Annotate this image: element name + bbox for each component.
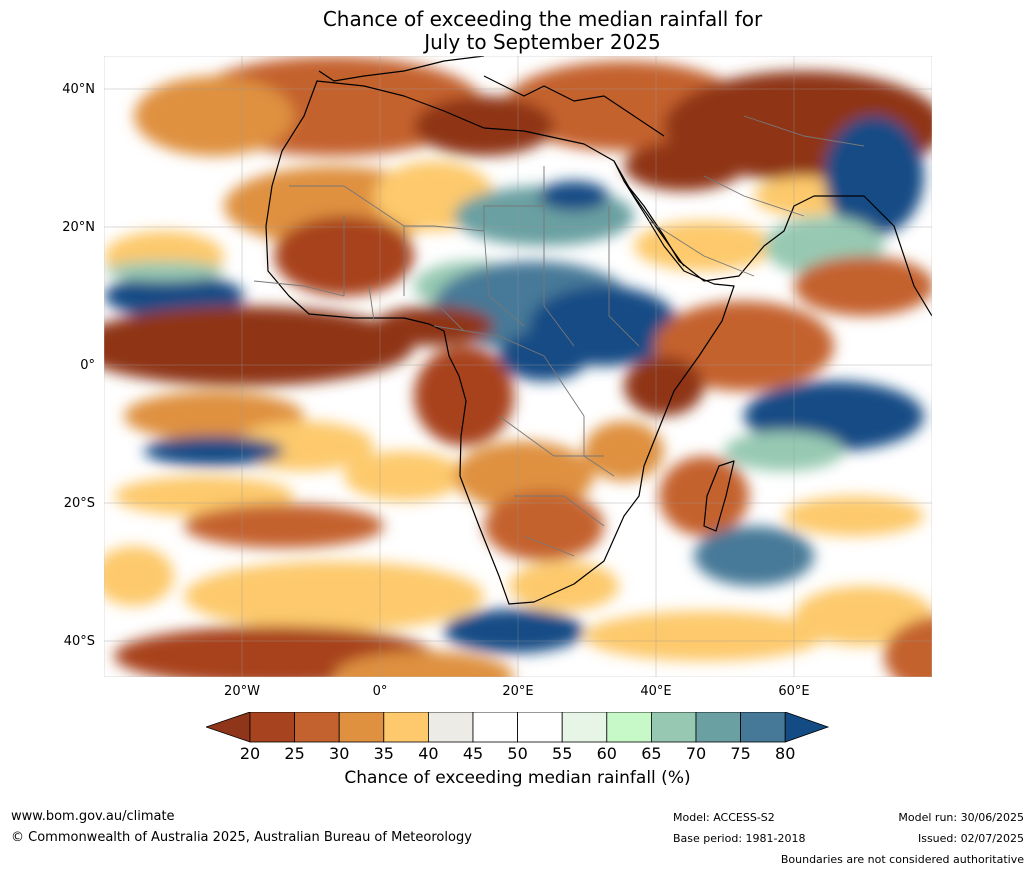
lat-label-40n: 40°N [62,82,95,97]
colorbar-tick: 70 [685,744,707,763]
lon-label-20w: 20°W [224,684,260,699]
probability-field [104,56,932,677]
map-title: Chance of exceeding the median rainfall … [0,8,1035,54]
colorbar-swatch [427,711,474,743]
colorbar [204,711,830,748]
colorbar-tick: 50 [507,744,528,763]
colorbar-low-arrow [204,711,251,743]
colorbar-swatch [383,711,429,743]
colorbar-tick: 35 [373,744,394,763]
colorbar-swatch [472,711,518,743]
colorbar-tick: 30 [329,744,350,763]
title-line-2: July to September 2025 [424,30,661,54]
colorbar-swatch [517,711,563,743]
footer-issued: Issued: 02/07/2025 [917,832,1024,845]
lat-label-20n: 20°N [62,220,95,235]
colorbar-tick: 55 [552,744,573,763]
rainfall-map [104,56,932,677]
colorbar-tick: 65 [641,744,662,763]
rainfall-map-svg [104,56,932,677]
colorbar-swatch [740,711,786,743]
colorbar-tick: 20 [239,744,261,763]
europe-coastline [318,56,665,137]
footer-url[interactable]: www.bom.gov.au/climate [11,809,175,824]
colorbar-swatch [249,711,295,743]
colorbar-tick: 25 [284,744,305,763]
lon-label-40e: 40°E [640,684,672,699]
colorbar-tick: 45 [462,744,484,763]
colorbar-tick: 40 [418,744,439,763]
title-line-1: Chance of exceeding the median rainfall … [322,7,763,31]
colorbar-swatch [294,711,340,743]
footer-model: Model: ACCESS-S2 [673,811,775,824]
colorbar-swatch [561,711,608,743]
colorbar-swatch [650,711,697,743]
footer-model-run: Model run: 30/06/2025 [898,811,1024,824]
footer-copyright: © Commonwealth of Australia 2025, Austra… [11,830,472,845]
madagascar-coastline [703,460,735,532]
lon-label-60e: 60°E [778,684,810,699]
colorbar-swatch [338,711,385,743]
country-borders [253,115,865,557]
colorbar-swatch [606,711,652,743]
lon-label-20e: 20°E [502,684,534,699]
colorbar-svg [204,711,830,743]
colorbar-tick: 80 [775,744,796,763]
lon-label-0: 0° [372,684,388,699]
colorbar-tick: 75 [730,744,751,763]
lat-label-40s: 40°S [63,634,95,649]
colorbar-tick: 60 [596,744,617,763]
footer-disclaimer: Boundaries are not considered authoritat… [780,853,1024,866]
colorbar-swatch [695,711,741,743]
footer-base-period: Base period: 1981-2018 [673,832,806,845]
red-sea-coastline [613,160,685,267]
coastlines [265,56,932,605]
colorbar-title: Chance of exceeding median rainfall (%) [344,768,691,788]
graticule [104,56,932,677]
colorbar-high-arrow [784,711,830,743]
lat-label-20s: 20°S [63,496,95,511]
lat-label-0: 0° [80,358,95,373]
